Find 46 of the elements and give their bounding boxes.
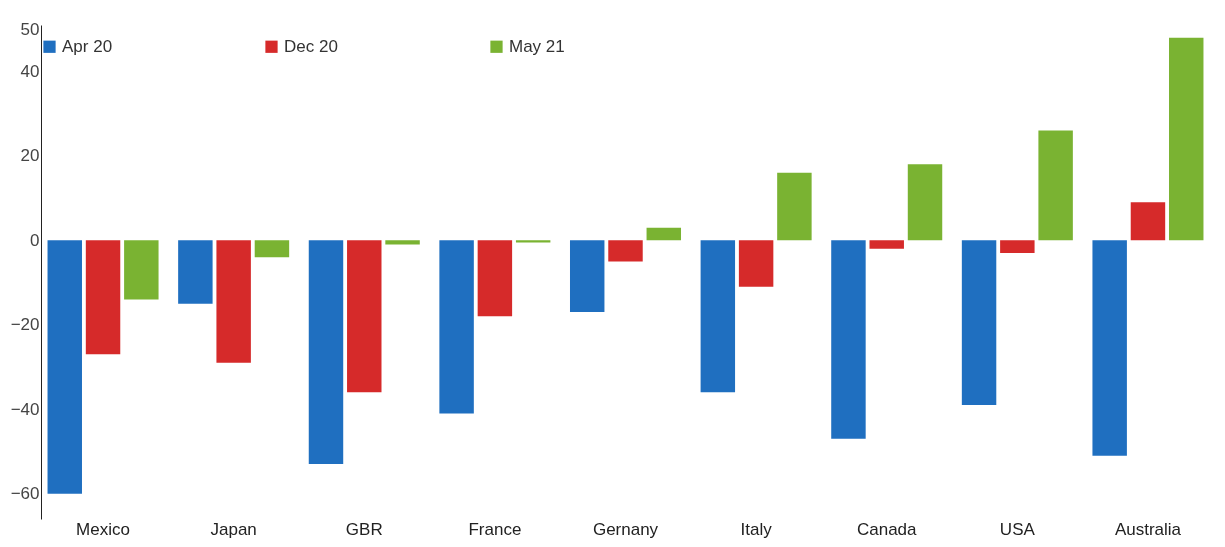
bar bbox=[646, 227, 682, 241]
bar bbox=[608, 240, 643, 262]
bar bbox=[1092, 240, 1127, 456]
x-tick-label: France bbox=[468, 519, 522, 539]
bar bbox=[515, 240, 551, 243]
bar bbox=[439, 240, 474, 414]
bar bbox=[869, 240, 904, 249]
legend-label: May 21 bbox=[509, 36, 565, 56]
y-tick-label: −20 bbox=[10, 315, 40, 335]
bar bbox=[777, 172, 812, 241]
bar bbox=[216, 240, 251, 363]
bar bbox=[831, 240, 866, 439]
bar bbox=[961, 240, 997, 405]
x-tick-label: USA bbox=[999, 519, 1036, 539]
bar bbox=[308, 240, 344, 465]
y-tick-label: 0 bbox=[30, 230, 40, 250]
y-tick-label: 40 bbox=[20, 61, 40, 81]
bar bbox=[385, 240, 420, 245]
x-tick-label: GBR bbox=[345, 519, 383, 539]
x-tick-label: Canada bbox=[856, 519, 918, 539]
bar bbox=[738, 240, 774, 287]
bar bbox=[477, 240, 513, 317]
bar bbox=[47, 240, 82, 494]
bar bbox=[907, 164, 943, 241]
bar bbox=[1130, 202, 1166, 241]
bar bbox=[124, 240, 159, 300]
bar bbox=[1038, 130, 1073, 241]
x-tick-label: Mexico bbox=[76, 519, 130, 539]
x-tick-label: Australia bbox=[1114, 519, 1182, 539]
y-tick-label: −60 bbox=[10, 484, 40, 504]
x-tick-label: Italy bbox=[740, 519, 773, 539]
x-tick-label: Japan bbox=[210, 519, 257, 539]
bar bbox=[347, 240, 382, 393]
bar bbox=[700, 240, 736, 393]
legend-label: Dec 20 bbox=[284, 36, 338, 56]
bar bbox=[569, 240, 605, 313]
legend-label: Apr 20 bbox=[62, 36, 113, 56]
bar bbox=[85, 240, 121, 355]
y-tick-label: 50 bbox=[20, 19, 40, 39]
bar bbox=[178, 240, 213, 304]
bar bbox=[254, 240, 290, 258]
bar bbox=[1000, 240, 1035, 253]
bar bbox=[1169, 37, 1204, 241]
y-tick-label: −40 bbox=[10, 399, 40, 419]
y-tick-label: 20 bbox=[20, 146, 40, 166]
x-tick-label: Gernany bbox=[592, 519, 659, 539]
